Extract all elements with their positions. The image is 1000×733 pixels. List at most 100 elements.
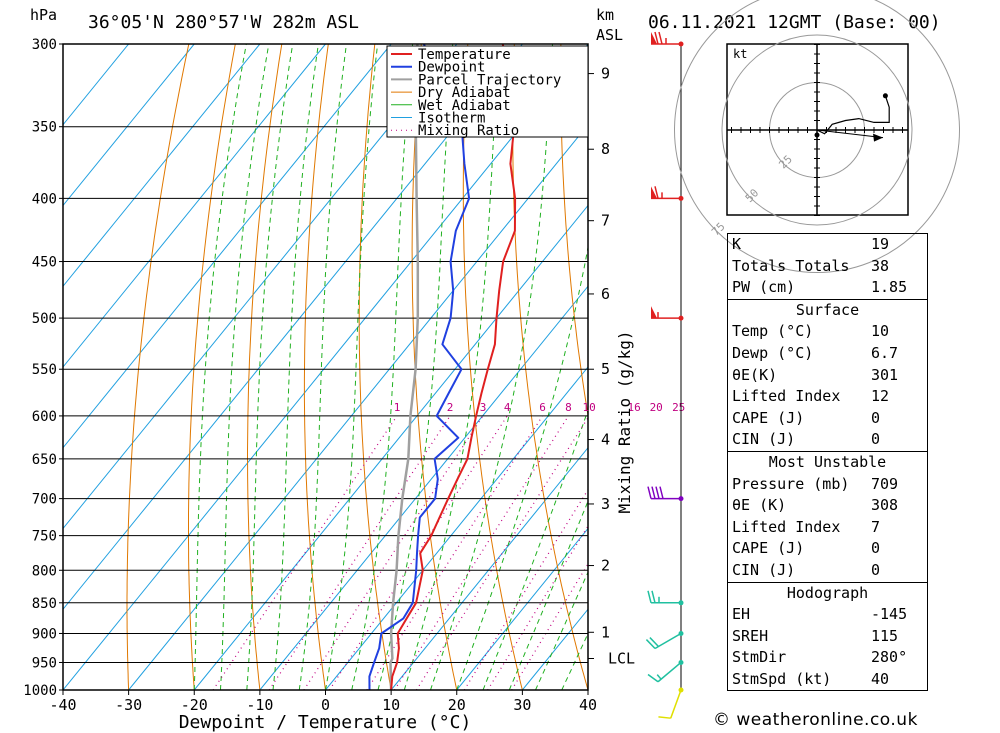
height-tick-label: 1: [601, 623, 610, 641]
isotherm-line: [456, 527, 588, 690]
wet-adiabat-line: [272, 44, 319, 690]
mixing-ratio-label: 1: [394, 401, 401, 414]
stmspd-value: 40: [871, 669, 890, 688]
dry-adiabat-line: [979, 44, 1000, 690]
wind-barb-feather: [658, 716, 671, 719]
credit-link[interactable]: © weatheronline.co.uk: [713, 710, 918, 730]
wind-barb-shaft: [670, 689, 682, 719]
surface-temp-label: Temp (°C): [732, 322, 814, 341]
temp-tick-label: -20: [181, 696, 208, 714]
surface-box: Surface Temp (°C) 10 Dewp (°C) 6.7 θE(K) 30…: [727, 298, 928, 451]
stmspd-row: StmSpd (kt) 40: [728, 669, 927, 691]
sreh-value: 115: [871, 626, 899, 645]
surface-dewp-label: Dewp (°C): [732, 343, 814, 362]
surface-cape-label: CAPE (J): [732, 408, 805, 427]
pressure-tick-label: 850: [32, 596, 57, 612]
most-unstable-box: Most Unstable Pressure (mb) 709 θE (K) 308…: [727, 450, 928, 582]
pressure-tick-label: 700: [32, 492, 57, 508]
mu-cape-value: 0: [871, 539, 881, 558]
mixing-ratio-labels: 1 2 3 4 6 8 10 16 20 25: [394, 401, 686, 414]
sreh-row: SREH 115: [728, 626, 927, 648]
isotherm-line: [63, 44, 458, 530]
surface-li-label: Lifted Index: [732, 387, 841, 406]
temp-tick-label: -30: [115, 696, 142, 714]
surface-cin-value: 0: [871, 430, 881, 449]
stmdir-label: StmDir: [732, 648, 787, 667]
surface-cape-value: 0: [871, 408, 881, 427]
pressure-unit-label: hPa: [30, 6, 57, 24]
surface-dewp-value: 6.7: [871, 343, 899, 362]
sreh-label: SREH: [732, 626, 769, 645]
height-tick-label: 6: [601, 285, 610, 303]
mixing-ratio-line: [328, 415, 508, 690]
surface-temp-row: Temp (°C) 10: [728, 321, 927, 343]
height-tick-label: 3: [601, 495, 610, 513]
surface-li-value: 12: [871, 387, 890, 406]
height-tick-label: 8: [601, 140, 610, 158]
pressure-tick-label: 450: [32, 255, 57, 271]
wind-barb-feather: [654, 31, 659, 45]
legend-entry: Isotherm: [418, 111, 485, 127]
mixing-ratio-label: 10: [582, 401, 595, 414]
mu-cape-label: CAPE (J): [732, 539, 805, 558]
mixing-ratio-label: 25: [672, 401, 685, 414]
temp-tick-label: 40: [579, 696, 597, 714]
dry-adiabat-line: [512, 44, 588, 690]
hodograph-trace: [816, 95, 890, 135]
surface-thetae-row: θE(K) 301: [728, 365, 927, 387]
most-unstable-title: Most Unstable: [768, 452, 887, 471]
mu-cin-row: CIN (J) 0: [728, 560, 927, 582]
stmdir-row: StmDir 280°: [728, 647, 927, 669]
surface-title: Surface: [795, 300, 860, 319]
height-tick-label: 9: [601, 65, 610, 83]
datetime-title: 06.11.2021 12GMT (Base: 00): [648, 12, 941, 33]
surface-cin-label: CIN (J): [732, 430, 796, 449]
wind-barb-flag: [651, 32, 657, 44]
wet-adiabat-line: [298, 44, 347, 690]
pressure-tick-label: 600: [32, 409, 57, 425]
temp-tick-label: 0: [321, 696, 330, 714]
hodograph-ring: [674, 0, 960, 273]
temp-tick-label: -10: [246, 696, 273, 714]
wind-barb-feather: [654, 186, 659, 199]
mixing-ratio-label: 16: [627, 401, 640, 414]
pressure-tick-label: 900: [32, 626, 57, 642]
parcel-trajectory-line: [389, 44, 420, 690]
mu-thetae-value: 308: [871, 496, 899, 515]
isotherm-line: [259, 285, 588, 690]
wet-adiabat-line: [351, 44, 414, 690]
temperature-line: [390, 44, 517, 690]
mu-cape-row: CAPE (J) 0: [728, 538, 927, 560]
pw-row: PW (cm) 1.85: [728, 277, 927, 299]
dry-adiabat-line: [188, 44, 236, 690]
height-tick-label: LCL: [608, 650, 635, 668]
mu-cin-value: 0: [871, 560, 881, 579]
mixing-ratio-line: [303, 415, 484, 690]
hodograph-end-dot: [882, 93, 888, 99]
dry-adiabat-line: [560, 44, 588, 419]
eh-row: EH -145: [728, 604, 927, 626]
profiles: [368, 44, 517, 690]
pressure-tick-label: 400: [32, 191, 57, 207]
k-index-label: K: [732, 235, 742, 253]
pressure-tick-label: 800: [32, 563, 57, 579]
mu-li-row: Lifted Index 7: [728, 517, 927, 539]
wet-adiabat-line: [325, 44, 379, 690]
surface-dewp-row: Dewp (°C) 6.7: [728, 343, 927, 365]
pressure-tick-label: 650: [32, 452, 57, 468]
legend-entry: Temperature: [418, 47, 511, 63]
temp-tick-label: -40: [49, 696, 76, 714]
temp-tick-label: 30: [513, 696, 531, 714]
pressure-tick-label: 750: [32, 529, 57, 545]
wind-barb-shaft: [654, 632, 682, 650]
dry-adiabat-line: [358, 44, 392, 690]
wet-adiabat-line: [193, 44, 247, 690]
wind-barb-shaft: [657, 661, 682, 683]
hodograph-start-dot: [814, 132, 820, 138]
legend-entry: Parcel Trajectory: [418, 72, 561, 88]
mu-pressure-label: Pressure (mb): [732, 474, 850, 493]
pressure-tick-label: 950: [32, 655, 57, 671]
wind-barb-flag: [651, 306, 657, 319]
dewpoint-line: [368, 44, 471, 690]
